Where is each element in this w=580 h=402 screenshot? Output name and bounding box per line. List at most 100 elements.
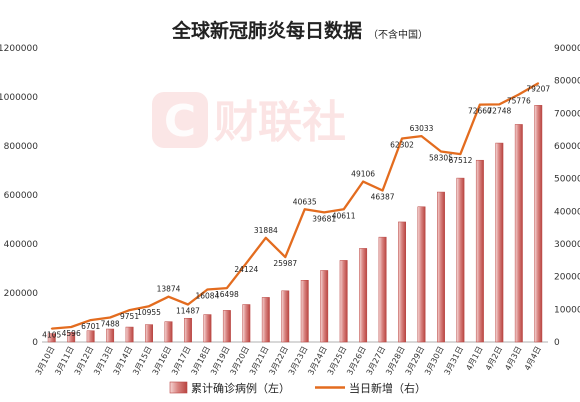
bar-cumulative	[164, 321, 173, 343]
line-data-label: 4596	[62, 329, 81, 338]
bar-cumulative	[203, 314, 212, 343]
line-point	[342, 208, 345, 211]
line-data-label: 58305	[429, 154, 453, 163]
left-tick-label: 200000	[4, 289, 39, 299]
line-daily-new	[51, 82, 539, 330]
bar-cumulative	[184, 317, 192, 343]
line-data-label: 75776	[507, 96, 531, 105]
legend-bar-label: 累计确诊病例（左）	[191, 381, 290, 395]
line-point	[148, 305, 150, 308]
line-point	[70, 326, 73, 328]
left-tick-label: 1000000	[0, 93, 38, 103]
line-point	[284, 256, 287, 259]
line-data-label: 39681	[312, 214, 336, 223]
line-data-label: 62302	[390, 140, 414, 149]
line-point	[478, 103, 481, 106]
watermark-logo-badge	[152, 92, 208, 148]
bar-cumulative	[261, 297, 270, 343]
line-point	[440, 150, 442, 153]
line-data-label: 72660	[468, 107, 492, 116]
right-tick-label: 50000	[554, 175, 580, 185]
line-data-label: 72748	[487, 106, 511, 115]
bar-cumulative	[475, 159, 484, 343]
bar-cumulative	[437, 191, 445, 343]
line-data-label: 4105	[42, 331, 61, 340]
x-tick-label: 4月4日	[523, 345, 543, 372]
x-tick-label: 4月2日	[484, 345, 504, 372]
right-tick-label: 0	[554, 338, 560, 348]
line-point	[323, 211, 326, 214]
bar-cumulative	[86, 330, 95, 343]
line-point	[167, 295, 170, 298]
line-data-label: 63033	[410, 124, 434, 133]
line-point	[381, 189, 384, 192]
chart-title: 全球新冠肺炎每日数据	[171, 19, 362, 42]
left-axis-ticks: 0 200000 400000 600000 800000 1000000 1200000	[0, 44, 38, 348]
right-tick-label: 60000	[554, 142, 580, 152]
line-point	[420, 135, 423, 137]
bars-layer	[47, 105, 543, 343]
line-point	[206, 288, 209, 291]
chart-subtitle: （不含中国）	[368, 28, 428, 41]
left-tick-label: 1200000	[0, 44, 38, 54]
bar-cumulative	[300, 280, 309, 343]
bar-cumulative	[417, 206, 426, 343]
left-tick-label: 0	[32, 338, 38, 348]
line-data-label: 25987	[273, 259, 297, 268]
line-data-label: 67512	[448, 156, 472, 165]
bar-cumulative	[106, 328, 115, 343]
line-point	[517, 93, 520, 96]
line-data-label: 11487	[176, 306, 200, 315]
bar-cumulative	[145, 324, 153, 343]
line-data-label: 49106	[351, 170, 375, 179]
line-data-label: 46387	[371, 192, 395, 201]
line-point	[498, 103, 501, 106]
line-data-label: 40635	[293, 197, 317, 206]
bar-cumulative	[339, 260, 348, 343]
bar-cumulative	[378, 236, 387, 343]
bar-cumulative	[281, 290, 290, 343]
line-data-label: 6701	[81, 322, 100, 331]
left-tick-label: 600000	[4, 191, 39, 201]
bar-cumulative	[222, 310, 231, 343]
legend-bar-swatch	[169, 381, 188, 394]
line-point	[303, 208, 306, 211]
bar-cumulative	[495, 142, 504, 343]
line-point	[128, 309, 131, 312]
bar-cumulative	[456, 177, 465, 343]
bar-cumulative	[359, 248, 368, 343]
bar-cumulative	[242, 304, 251, 343]
line-point	[225, 287, 228, 290]
legend-line-label: 当日新增（右）	[349, 381, 426, 395]
line-point	[537, 82, 540, 85]
bar-cumulative	[67, 332, 76, 343]
watermark-logo: C 财联社	[152, 92, 346, 148]
x-tick-label: 4月3日	[503, 345, 523, 372]
line-point	[245, 262, 248, 265]
x-tick-label: 3月31日	[443, 345, 466, 377]
bar-cumulative	[320, 270, 329, 343]
bar-cumulative	[47, 333, 56, 343]
legend: 累计确诊病例（左） 当日新增（右）	[169, 381, 426, 395]
line-data-label: 7488	[101, 320, 120, 329]
line-data-label: 13874	[157, 285, 181, 294]
line-data-label: 9751	[120, 312, 139, 321]
watermark-text: 财联社	[214, 97, 346, 148]
x-tick-label: 4月1日	[464, 345, 484, 372]
bar-cumulative	[534, 105, 543, 343]
line-data-label: 16084	[195, 291, 219, 300]
left-tick-label: 400000	[4, 240, 39, 250]
x-axis-ticks: 3月10日3月11日3月12日3月13日3月14日3月15日3月16日3月17日…	[34, 345, 543, 377]
line-data-label: 79207	[526, 84, 550, 93]
line-point	[459, 153, 462, 156]
right-axis-ticks: 0 10000 20000 30000 40000 50000 60000 70000 8000…	[554, 44, 580, 348]
right-tick-label: 40000	[554, 207, 580, 217]
right-tick-label: 10000	[554, 305, 580, 315]
line-point	[187, 303, 189, 306]
watermark-logo-letter: C	[164, 96, 196, 147]
line-data-label: 16498	[215, 290, 239, 299]
line-data-label: 31884	[254, 226, 278, 235]
bar-cumulative	[398, 221, 406, 343]
line-data-label: 40611	[332, 211, 356, 220]
